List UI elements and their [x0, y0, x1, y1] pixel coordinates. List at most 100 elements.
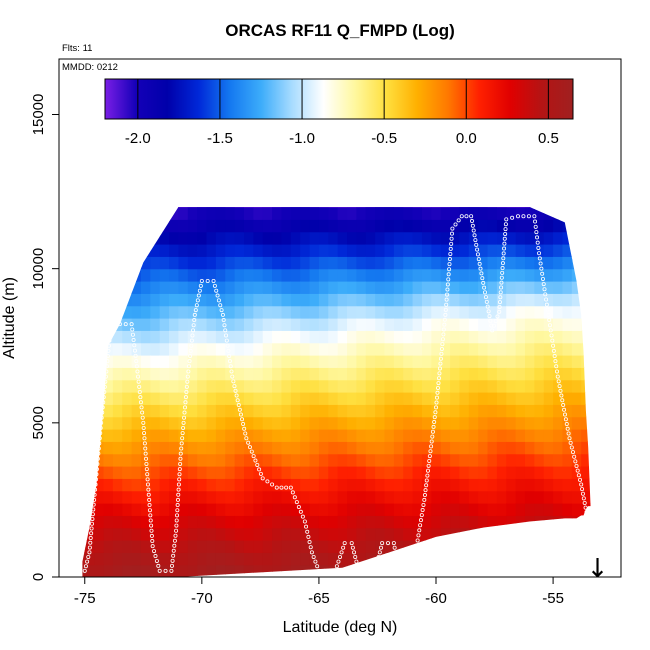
heatmap-cell: [375, 453, 386, 467]
heatmap-cell: [487, 355, 498, 368]
flight-track-point: [134, 359, 139, 364]
heatmap-cell: [243, 318, 254, 331]
heatmap-cell: [112, 490, 123, 504]
heatmap-cell: [403, 268, 414, 282]
heatmap-cell: [281, 219, 292, 233]
heatmap-cell: [515, 207, 526, 220]
heatmap-cell: [112, 540, 123, 553]
heatmap-cell: [206, 515, 217, 529]
heatmap-cell: [318, 429, 329, 442]
heatmap-cell: [309, 342, 320, 356]
flight-track-point: [185, 374, 190, 379]
heatmap-cell: [543, 268, 554, 282]
heatmap-cell: [468, 490, 479, 504]
heatmap-cell: [206, 540, 217, 553]
heatmap-cell: [515, 268, 526, 282]
flight-track-point: [473, 238, 478, 243]
flight-track-point: [411, 563, 416, 568]
flight-track-point: [136, 379, 141, 384]
heatmap-cell: [534, 305, 545, 319]
heatmap-cell: [393, 478, 404, 492]
flight-track-point: [566, 431, 571, 436]
flight-track-point: [554, 369, 559, 374]
heatmap-cell: [206, 219, 217, 233]
heatmap-cell: [478, 207, 489, 208]
heatmap-cell: [468, 281, 479, 294]
heatmap-cell: [318, 416, 329, 430]
heatmap-cell: [225, 404, 236, 418]
heatmap-cell: [103, 367, 114, 381]
heatmap-cell: [347, 379, 357, 393]
heatmap-cell: [300, 318, 311, 331]
heatmap-cell: [571, 416, 582, 430]
heatmap-cell: [300, 305, 311, 319]
flight-track-point: [439, 346, 444, 351]
heatmap-cell: [300, 293, 311, 307]
heatmap-cell: [253, 305, 264, 319]
heatmap-cell: [421, 527, 432, 541]
heatmap-cell: [187, 219, 198, 233]
heatmap-cell: [262, 453, 273, 467]
heatmap-cell: [393, 540, 404, 553]
mmdd-annotation: MMDD: 0212: [62, 62, 118, 73]
flight-track-point: [89, 531, 94, 536]
heatmap-cell: [318, 515, 329, 529]
heatmap-cell: [581, 429, 591, 442]
heatmap-cell: [450, 268, 461, 282]
heatmap-cell: [393, 392, 404, 405]
heatmap-cell: [365, 429, 376, 442]
heatmap-cell: [468, 330, 479, 344]
heatmap-cell: [506, 466, 517, 479]
heatmap-cell: [140, 490, 151, 504]
heatmap-cell: [365, 453, 376, 467]
heatmap-cell: [562, 330, 573, 344]
heatmap-cell: [440, 527, 451, 541]
heatmap-cell: [412, 293, 423, 307]
heatmap-cell: [534, 207, 545, 220]
heatmap-cell: [290, 478, 301, 492]
flight-track-point: [178, 456, 183, 461]
heatmap-cell: [215, 355, 226, 368]
heatmap-cell: [84, 540, 95, 553]
heatmap-cell: [131, 281, 142, 294]
heatmap-cell: [112, 478, 123, 492]
heatmap-cell: [534, 379, 545, 393]
heatmap-cell: [197, 392, 208, 405]
heatmap-cell: [356, 256, 367, 270]
heatmap-cell: [140, 293, 151, 307]
heatmap-cell: [328, 256, 339, 270]
heatmap-cell: [262, 268, 273, 282]
heatmap-cell: [300, 256, 311, 270]
heatmap-cell: [496, 330, 507, 344]
heatmap-cell: [347, 515, 357, 529]
heatmap-cell: [131, 503, 142, 516]
flight-track-point: [149, 523, 154, 528]
heatmap-cell: [581, 453, 591, 467]
flight-track-point: [234, 393, 239, 398]
flight-track-point: [175, 508, 180, 513]
flight-track-point: [169, 568, 174, 573]
heatmap-cell: [375, 478, 386, 492]
heatmap-cell: [150, 441, 161, 455]
heatmap-cell: [169, 515, 180, 529]
heatmap-cell: [281, 552, 292, 566]
colorbar-tick-label: -1.5: [207, 130, 233, 147]
flight-track-point: [430, 434, 435, 439]
flight-track-point: [137, 384, 142, 389]
flight-track-point: [184, 384, 189, 389]
heatmap-cell: [159, 318, 170, 331]
flight-track-point: [82, 568, 87, 573]
heatmap-cell: [581, 404, 591, 418]
heatmap-cell: [112, 379, 123, 393]
heatmap-cell: [337, 515, 348, 529]
heatmap-cell: [140, 429, 151, 442]
heatmap-cell: [365, 490, 376, 504]
flight-track-point: [380, 541, 385, 546]
heatmap-layer: [82, 207, 591, 577]
heatmap-cell: [281, 207, 292, 220]
flight-track-point: [501, 251, 506, 256]
heatmap-cell: [412, 207, 423, 208]
heatmap-cell: [300, 429, 311, 442]
flight-track-point: [418, 518, 423, 523]
heatmap-cell: [571, 318, 582, 331]
